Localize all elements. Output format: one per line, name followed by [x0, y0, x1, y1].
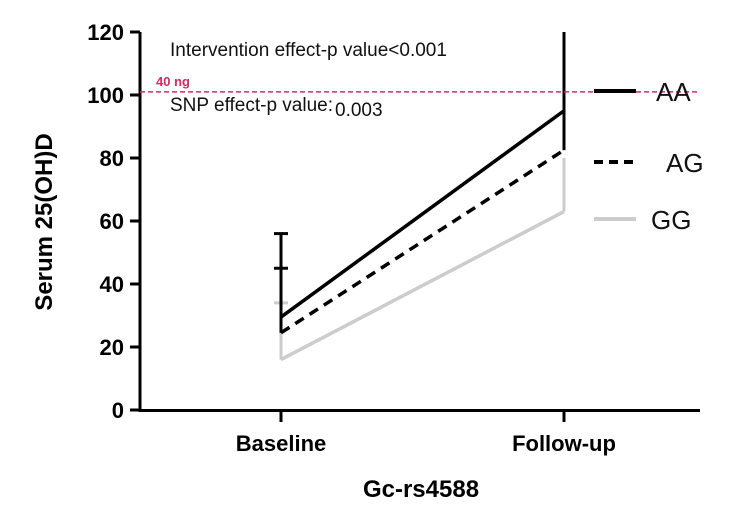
y-tick-label: 60 [100, 209, 124, 234]
x-tick-label: Follow-up [512, 431, 616, 456]
y-tick-label: 40 [100, 272, 124, 297]
x-tick-label: Baseline [236, 431, 327, 456]
x-axis-title: Gc-rs4588 [363, 476, 479, 503]
snp-effect-label: SNP effect-p value: [170, 95, 333, 116]
series-line-ag [280, 148, 565, 335]
y-tick-label: 80 [100, 146, 124, 171]
y-tick-label: 20 [100, 335, 124, 360]
series-lines [279, 109, 566, 362]
legend-label-aa: AA [656, 77, 691, 107]
snp-effect-value: 0.003 [335, 100, 383, 121]
reference-line-label: 40 ng [156, 74, 190, 89]
legend-label-gg: GG [651, 205, 691, 235]
y-tick-label: 0 [112, 398, 124, 423]
y-ticks: 0 20 40 60 80 100 120 [87, 20, 140, 423]
series-line-aa [279, 109, 566, 319]
y-axis-title: Serum 25(OH)D [31, 133, 58, 310]
snp-effect-annotation: SNP effect-p value: 0.003 [170, 95, 383, 121]
y-tick-label: 120 [87, 20, 124, 45]
error-bars [274, 32, 566, 360]
legend-label-ag: AG [666, 148, 704, 178]
series-line-gg [280, 209, 565, 362]
intervention-effect-annotation: Intervention effect-p value<0.001 [170, 40, 447, 61]
legend: AA AG GG [594, 77, 704, 235]
y-tick-label: 100 [87, 83, 124, 108]
x-ticks: Baseline Follow-up [236, 410, 616, 456]
